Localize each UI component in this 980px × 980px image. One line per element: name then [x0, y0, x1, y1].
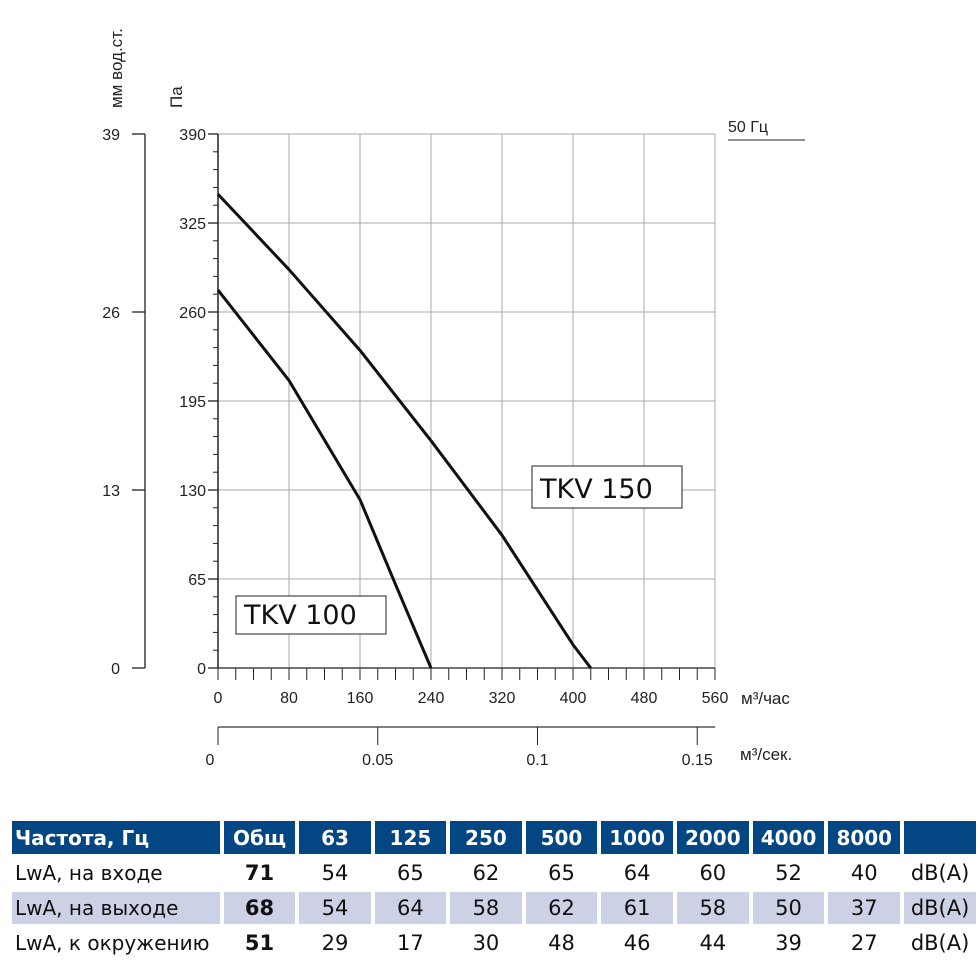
table-cell: 17: [397, 931, 424, 955]
sound-table: Частота, Гц Общ 63 125 250 500 1000 2000 4000 800…: [8, 818, 980, 962]
table-cell: 60: [699, 861, 727, 885]
table-cell: 58: [450, 892, 522, 924]
curve-tkv-100: [216, 289, 433, 669]
table-cell: 500: [525, 821, 598, 854]
row-label: LwA, к окружению: [15, 931, 210, 955]
y-axis-label: Па: [167, 86, 186, 108]
table-cell: 46: [623, 931, 651, 955]
row-label: LwA, на выходе: [12, 892, 220, 924]
table-row: LwA, на выходе 68 54 64 58 62 61 58 50 37 dB(A): [12, 892, 976, 924]
table-cell: 64: [623, 861, 651, 885]
y2-axis-label: мм вод.ст.: [107, 28, 126, 108]
table-cell: 54: [321, 861, 349, 885]
table-cell: 39: [775, 931, 802, 955]
x2-tick-label: 0: [206, 752, 215, 769]
y-tick-label: 325: [179, 216, 206, 233]
x-tick-label: 480: [631, 690, 658, 707]
y2-tick-label: 0: [111, 661, 120, 678]
curve-tkv-150: [216, 193, 592, 669]
table-cell: 51: [244, 931, 275, 955]
table-cell: Общ: [223, 821, 296, 854]
x-tick-label: 400: [560, 690, 587, 707]
y2-tick-label: 39: [102, 127, 120, 144]
x2-tick-label: 0.05: [362, 752, 393, 769]
x-tick-label: 320: [489, 690, 516, 707]
table-cell: 44: [699, 931, 727, 955]
table-cell: 50: [752, 892, 825, 924]
y2-tick-label: 13: [102, 483, 120, 500]
table-row: LwA, на входе 71 54 65 62 65 64 60 52 40 dB(A): [12, 857, 976, 889]
table-cell: 63: [299, 821, 371, 854]
row-label: LwA, на входе: [15, 861, 163, 885]
table-row: LwA, к окружению 51 29 17 30 48 46 44 39 27 dB(A): [12, 927, 976, 959]
table-cell: 65: [548, 861, 575, 885]
table-cell: 8000: [828, 821, 901, 854]
x-tick-label: 240: [418, 690, 445, 707]
table-cell: 2000: [676, 821, 749, 854]
x2-tick-label: 0.15: [682, 752, 713, 769]
table-cell: 71: [244, 861, 275, 885]
x-tick-label: 80: [280, 690, 298, 707]
y-tick-label: 130: [179, 483, 206, 500]
table-cell: 52: [775, 861, 802, 885]
fan-curve-chart: 0 80 160 240 320 400 480 560065130195260325390м…: [102, 28, 805, 769]
y-tick-label: 195: [179, 394, 206, 411]
x-tick-label: 560: [702, 690, 729, 707]
series-label-box: [531, 465, 683, 509]
table-cell: 27: [850, 931, 878, 955]
table-cell: 58: [676, 892, 749, 924]
table-cell: 65: [397, 861, 424, 885]
y-tick-label: 0: [197, 661, 206, 678]
table-cell: 62: [472, 861, 500, 885]
table-cell: 37: [828, 892, 901, 924]
table-cell: 29: [321, 931, 349, 955]
table-cell: 61: [601, 892, 673, 924]
series-label: TKV 100: [243, 600, 357, 631]
table-cell: 1000: [601, 821, 673, 854]
y-tick-label: 390: [179, 127, 206, 144]
x-tick-label: 0: [214, 690, 223, 707]
x2-axis-label: м³/сек.: [740, 745, 792, 764]
frequency-note: 50 Гц: [728, 119, 768, 136]
table-cell: dB(A): [910, 931, 970, 955]
table-cell: dB(A): [904, 892, 976, 924]
table-cell: 62: [525, 892, 598, 924]
table-cell: 40: [850, 861, 878, 885]
series-label: TKV 150: [539, 474, 653, 505]
table-cell: 54: [299, 892, 371, 924]
y-tick-label: 65: [188, 572, 206, 589]
table-cell: 48: [548, 931, 575, 955]
table-cell: 68: [223, 892, 296, 924]
x-tick-label: 160: [347, 690, 374, 707]
y-tick-label: 260: [179, 305, 206, 322]
x2-tick-label: 0.1: [526, 752, 548, 769]
series-label-box: [235, 595, 387, 635]
table-cell: 30: [472, 931, 500, 955]
table-cell: 4000: [752, 821, 825, 854]
table-cell: 250: [450, 821, 522, 854]
row-label: Частота, Гц: [12, 821, 220, 854]
table-cell: [904, 821, 976, 854]
table-header: Частота, Гц Общ 63 125 250 500 1000 2000 4000 800…: [12, 821, 976, 854]
table-cell: dB(A): [910, 861, 970, 885]
y2-tick-label: 26: [102, 305, 120, 322]
table-cell: 125: [374, 821, 447, 854]
x-axis-label: м³/час: [741, 689, 790, 708]
table-cell: 64: [374, 892, 447, 924]
